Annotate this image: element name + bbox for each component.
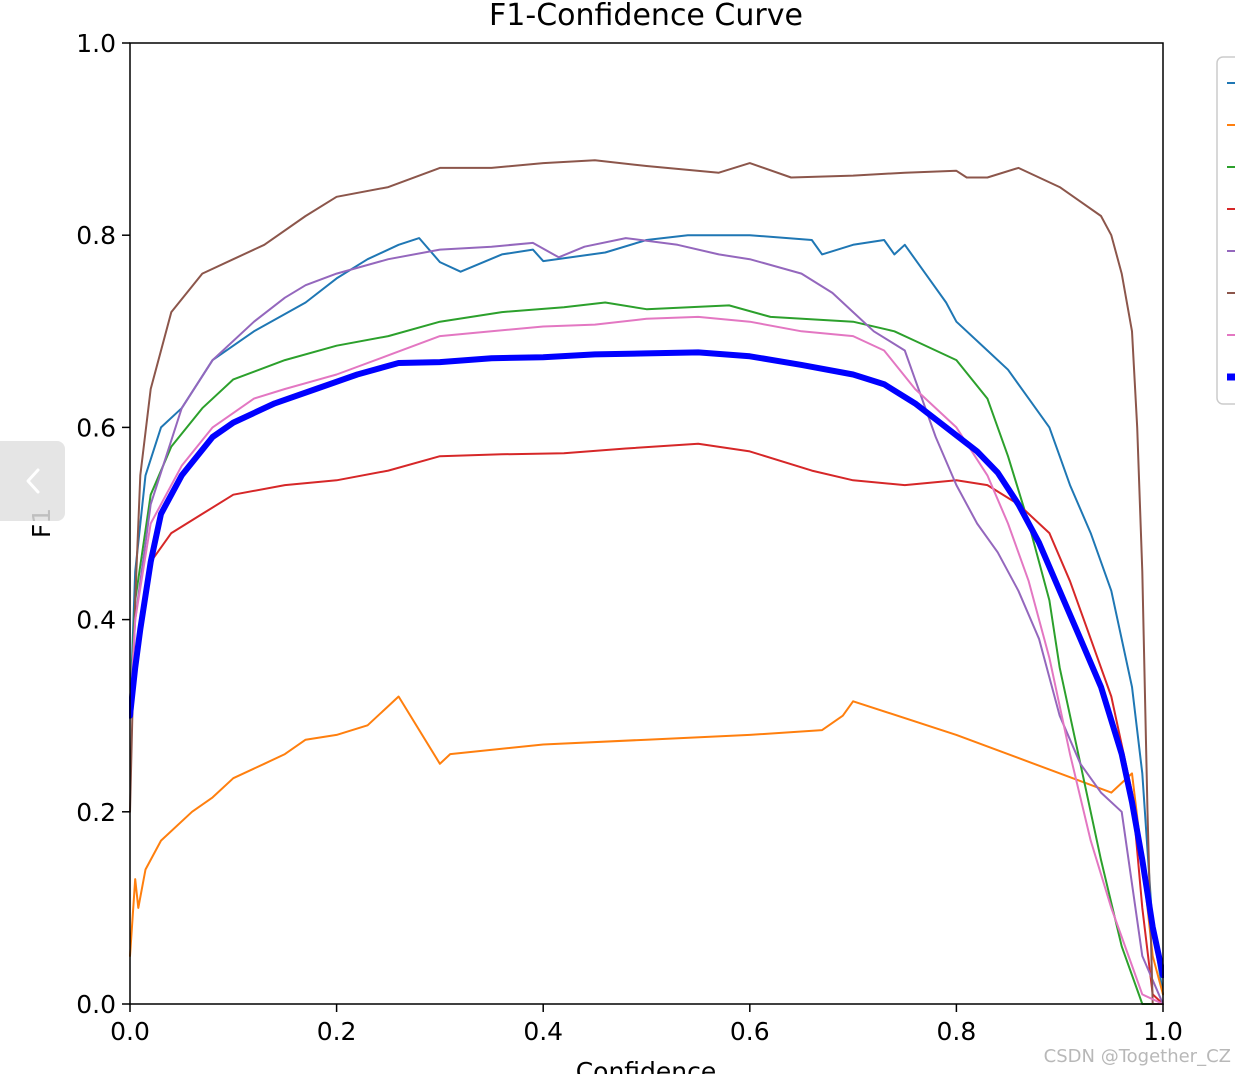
x-tick-label: 0.4	[523, 1017, 563, 1046]
x-tick-label: 0.8	[937, 1017, 977, 1046]
series-line-7	[129, 315, 1164, 1005]
series-line-6	[129, 159, 1164, 1005]
series-line-4	[129, 442, 1164, 1005]
back-button[interactable]	[0, 441, 65, 521]
series-line-5	[129, 237, 1164, 1005]
y-tick-label: 0.0	[76, 990, 116, 1019]
legend-box	[1216, 56, 1235, 405]
x-tick-label: 1.0	[1143, 1017, 1183, 1046]
y-tick-label: 0.6	[76, 413, 116, 442]
watermark: CSDN @Together_CZ	[1043, 1046, 1231, 1067]
x-tick-label: 0.0	[110, 1017, 150, 1046]
y-tick-label: 0.8	[76, 221, 116, 250]
y-tick-label: 1.0	[76, 29, 116, 58]
chart-title: F1-Confidence Curve	[489, 0, 803, 33]
chevron-left-icon	[26, 468, 39, 494]
x-tick-label: 0.2	[317, 1017, 357, 1046]
series-line-8	[129, 349, 1164, 979]
plot-frame	[129, 42, 1164, 1005]
series-line-2	[129, 695, 1164, 996]
x-tick-label: 0.6	[730, 1017, 770, 1046]
y-tick-label: 0.4	[76, 606, 116, 635]
x-axis-label: Confidence	[576, 1057, 717, 1074]
y-tick-label: 0.2	[76, 798, 116, 827]
series-line-3	[129, 301, 1164, 1005]
legend	[1216, 56, 1235, 405]
series-line-1	[129, 234, 1164, 996]
